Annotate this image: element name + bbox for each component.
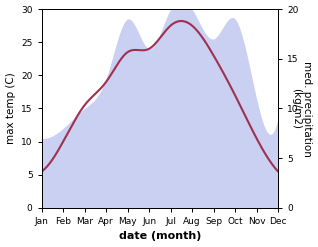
Y-axis label: max temp (C): max temp (C) [5,73,16,144]
X-axis label: date (month): date (month) [119,231,201,242]
Y-axis label: med. precipitation
(kg/m2): med. precipitation (kg/m2) [291,61,313,156]
